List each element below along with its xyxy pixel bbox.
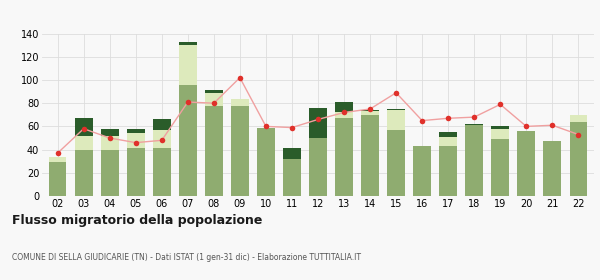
Point xyxy=(313,117,323,122)
Bar xyxy=(179,42,197,45)
Point xyxy=(496,102,505,107)
Point xyxy=(183,100,193,104)
Bar xyxy=(491,126,509,129)
Bar xyxy=(544,141,561,196)
Bar xyxy=(491,139,509,196)
Bar xyxy=(153,130,170,148)
Bar xyxy=(205,106,223,196)
Point xyxy=(209,101,218,106)
Point xyxy=(339,110,349,115)
Bar xyxy=(309,108,327,138)
Bar xyxy=(361,111,379,115)
Bar xyxy=(309,138,327,196)
Bar xyxy=(153,120,170,130)
Point xyxy=(521,124,531,129)
Bar xyxy=(569,115,587,122)
Point xyxy=(261,124,271,129)
Bar xyxy=(257,128,275,196)
Point xyxy=(105,136,115,140)
Point xyxy=(443,116,453,120)
Point xyxy=(157,138,167,143)
Bar xyxy=(387,110,405,130)
Bar xyxy=(205,93,223,106)
Point xyxy=(574,132,583,137)
Bar xyxy=(75,118,92,136)
Bar xyxy=(231,106,249,196)
Bar xyxy=(75,136,92,150)
Bar xyxy=(387,130,405,196)
Bar xyxy=(466,124,483,125)
Point xyxy=(418,118,427,123)
Text: COMUNE DI SELLA GIUDICARIE (TN) - Dati ISTAT (1 gen-31 dic) - Elaborazione TUTTI: COMUNE DI SELLA GIUDICARIE (TN) - Dati I… xyxy=(12,253,361,262)
Bar xyxy=(439,146,457,196)
Bar xyxy=(361,110,379,111)
Point xyxy=(287,125,297,130)
Bar xyxy=(439,137,457,146)
Bar xyxy=(335,118,353,196)
Bar xyxy=(466,125,483,196)
Point xyxy=(365,107,375,111)
Bar xyxy=(49,157,67,162)
Bar xyxy=(231,99,249,106)
Bar xyxy=(153,148,170,196)
Bar xyxy=(361,115,379,196)
Bar xyxy=(101,129,119,136)
Bar xyxy=(127,129,145,133)
Bar xyxy=(387,109,405,110)
Bar xyxy=(179,85,197,196)
Bar xyxy=(101,136,119,150)
Bar xyxy=(517,131,535,196)
Bar xyxy=(49,162,67,196)
Point xyxy=(469,115,479,119)
Text: Flusso migratorio della popolazione: Flusso migratorio della popolazione xyxy=(12,214,262,227)
Bar xyxy=(101,150,119,196)
Point xyxy=(548,123,557,127)
Bar xyxy=(75,150,92,196)
Bar xyxy=(205,90,223,93)
Bar xyxy=(283,148,301,159)
Bar xyxy=(413,146,431,196)
Bar xyxy=(179,45,197,85)
Bar xyxy=(569,122,587,196)
Bar xyxy=(335,113,353,118)
Bar xyxy=(439,132,457,137)
Bar xyxy=(127,148,145,196)
Bar xyxy=(283,159,301,196)
Point xyxy=(79,127,88,131)
Point xyxy=(391,90,401,95)
Point xyxy=(235,75,245,80)
Point xyxy=(53,151,62,155)
Bar xyxy=(491,129,509,139)
Bar xyxy=(127,133,145,148)
Point xyxy=(131,140,140,145)
Bar xyxy=(335,102,353,113)
